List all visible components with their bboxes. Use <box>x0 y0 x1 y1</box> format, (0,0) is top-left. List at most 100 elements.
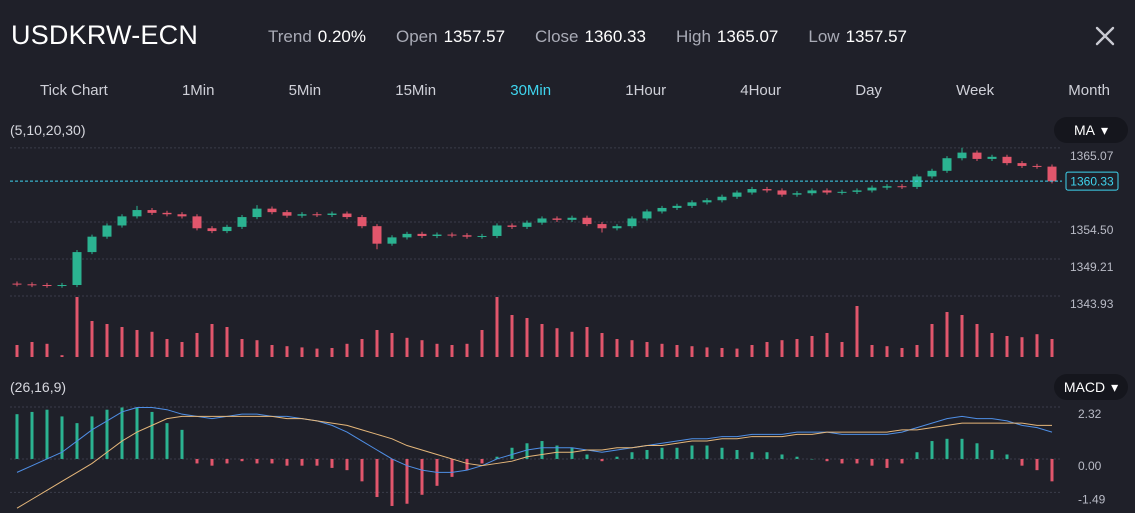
macd-histogram-bar <box>90 416 94 459</box>
candle-body <box>507 225 517 227</box>
volume-bar <box>780 340 784 357</box>
stat-key: Trend <box>268 27 312 46</box>
timeframe-tab[interactable]: Day <box>855 82 882 99</box>
timeframe-tab[interactable]: Month <box>1068 82 1110 99</box>
volume-bar <box>885 346 889 357</box>
volume-bar <box>555 328 559 357</box>
macd-histogram-bar <box>1020 458 1024 466</box>
volume-bar <box>345 343 349 357</box>
macd-label: MACD <box>1063 379 1106 395</box>
volume-bar <box>480 330 484 357</box>
volume-bar <box>945 312 949 357</box>
macd-histogram-bar <box>15 414 19 459</box>
y-tick-label: 1349.21 <box>1070 260 1114 274</box>
macd-histogram-bar <box>885 458 889 468</box>
macd-histogram-bar <box>495 456 499 459</box>
macd-histogram-bar <box>315 458 319 466</box>
candle-body <box>732 192 742 197</box>
candle-body <box>567 217 577 220</box>
timeframe-tab[interactable]: 1Hour <box>625 82 667 99</box>
volume-bar <box>1005 336 1009 357</box>
macd-histogram-bar <box>270 458 274 464</box>
candle-body <box>852 190 862 192</box>
timeframe-tab[interactable]: 1Min <box>181 82 215 99</box>
candle-body <box>27 284 37 286</box>
macd-histogram-bar <box>750 452 754 459</box>
candle-body <box>417 233 427 236</box>
candle-body <box>942 158 952 171</box>
volume-bar <box>585 327 589 357</box>
macd-histogram-bar <box>405 458 409 504</box>
timeframe-tab[interactable]: 15Min <box>395 82 437 99</box>
macd-histogram-bar <box>465 458 469 471</box>
volume-bar <box>375 330 379 357</box>
stat-value: 1360.33 <box>584 27 646 46</box>
macd-histogram-bar <box>375 458 379 498</box>
volume-bar <box>870 345 874 357</box>
macd-histogram-bar <box>60 416 64 459</box>
volume-bar <box>105 324 109 357</box>
macd-histogram-bar <box>780 454 784 459</box>
volume-bar <box>1035 334 1039 357</box>
candle-body <box>222 226 232 232</box>
stat: Low 1357.57 <box>808 27 907 47</box>
candle-body <box>582 217 592 225</box>
candle-body <box>717 196 727 201</box>
macd-histogram-bar <box>720 447 724 459</box>
candle-body <box>1047 166 1057 182</box>
candle-body <box>1017 163 1027 166</box>
timeframe-tab[interactable]: 4Hour <box>740 82 782 99</box>
timeframe-tab[interactable]: 5Min <box>288 82 322 99</box>
volume-bar <box>765 342 769 357</box>
stat: Open 1357.57 <box>396 27 505 47</box>
candle-body <box>87 236 97 253</box>
volume-bar <box>810 336 814 357</box>
volume-bar <box>210 324 214 357</box>
volume-bar <box>390 333 394 357</box>
macd-histogram-bar <box>285 458 289 466</box>
macd-histogram-bar <box>630 452 634 459</box>
candle-body <box>402 233 412 238</box>
close-icon <box>1095 26 1115 46</box>
volume-bar <box>525 318 529 357</box>
candle-body <box>342 213 352 218</box>
macd-histogram-bar <box>390 458 394 506</box>
ma-label: MA <box>1073 122 1095 138</box>
volume-bar <box>450 345 454 357</box>
stats-bar: Trend 0.20% Open 1357.57 Close 1360.33 High 136… <box>268 27 907 47</box>
timeframe-tab[interactable]: 30Min <box>510 82 552 99</box>
candle-body <box>792 193 802 195</box>
candle-body <box>357 217 367 227</box>
macd-line <box>16 415 1052 509</box>
macd-dropdown[interactable]: MACD ▾ <box>1054 374 1128 400</box>
volume-bar <box>330 348 334 357</box>
y-tick-label: 1365.07 <box>1070 149 1114 163</box>
timeframe-tab[interactable]: Tick Chart <box>40 82 108 99</box>
volume-bar <box>405 337 409 357</box>
candle-body <box>297 214 307 216</box>
close-button[interactable] <box>1094 25 1116 47</box>
volume-bar <box>540 324 544 357</box>
volume-bar <box>795 339 799 357</box>
macd-histogram-bar <box>585 454 589 459</box>
volume-bar <box>630 340 634 357</box>
timeframe-tab[interactable]: Week <box>956 82 995 99</box>
macd-histogram-bar <box>45 409 49 459</box>
candle-body <box>777 190 787 195</box>
candle-body <box>612 226 622 229</box>
volume-bar <box>150 331 154 357</box>
volume-bar <box>495 297 499 357</box>
current-price-label: 1360.33 <box>1070 174 1114 188</box>
macd-histogram-bar <box>30 411 34 459</box>
ma-dropdown[interactable]: MA ▾ <box>1054 117 1128 143</box>
volume-bar <box>360 339 364 357</box>
stat-key: Close <box>535 27 579 46</box>
macd-histogram-bar <box>915 452 919 459</box>
macd-histogram-bar <box>330 458 334 468</box>
candle-body <box>552 218 562 220</box>
candle-body <box>102 225 112 237</box>
volume-bar <box>750 345 754 357</box>
candle-body <box>192 216 202 229</box>
stat-value: 1365.07 <box>716 27 779 46</box>
